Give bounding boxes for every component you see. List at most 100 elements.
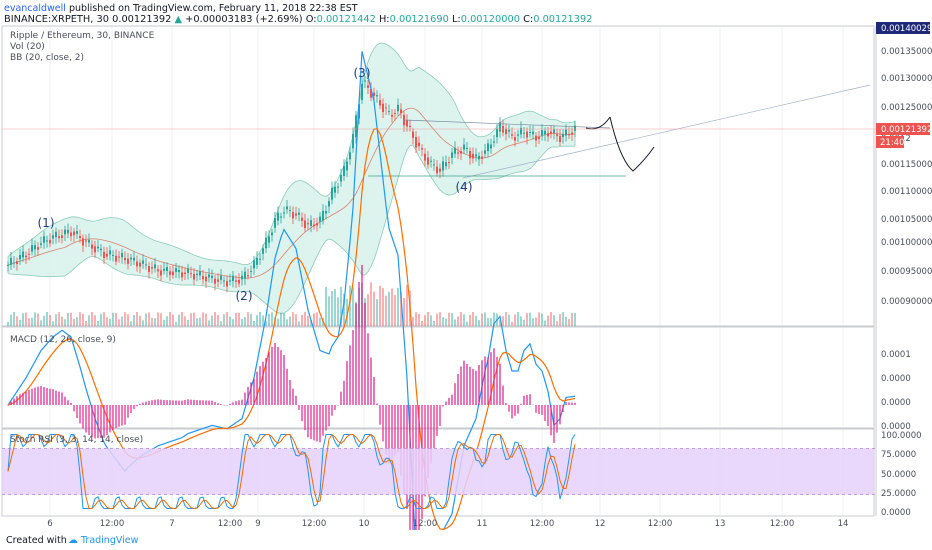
open-value: 0.00121442 [316, 14, 376, 25]
macd-histogram-bar [163, 399, 165, 405]
candle-body [505, 128, 507, 135]
volume-bar [511, 321, 513, 326]
candle-body [379, 100, 381, 106]
candle-body [469, 151, 471, 159]
macd-histogram-bar [247, 386, 249, 405]
macd-histogram-bar [430, 405, 432, 464]
macd-histogram-bar [382, 405, 384, 442]
last-price-tag [876, 123, 930, 135]
candle-body [424, 153, 426, 161]
wave-label: (2) [236, 289, 253, 303]
candle-body [487, 143, 489, 151]
symbol-label: BINANCE:XRPETH, 30 [4, 14, 109, 25]
volume-bar [229, 316, 231, 326]
candle-body [532, 131, 534, 135]
candle-body [376, 95, 378, 97]
time-tick-label: 12:00 [218, 519, 243, 529]
macd-histogram-bar [265, 358, 267, 405]
macd-histogram-bar [133, 405, 135, 410]
volume-bar [556, 321, 558, 326]
macd-histogram-bar [76, 405, 78, 419]
macd-histogram-bar [337, 405, 339, 406]
macd-histogram-bar [274, 342, 276, 405]
volume-bar [139, 315, 141, 326]
candle-body [157, 269, 159, 272]
macd-histogram-bar [22, 392, 24, 405]
candle-body [184, 272, 186, 275]
candle-body [94, 246, 96, 253]
macd-histogram-bar [391, 405, 393, 459]
macd-histogram-bar [64, 396, 66, 405]
macd-histogram-bar [259, 366, 261, 405]
volume-bar [124, 312, 126, 326]
candle-body [319, 216, 321, 222]
volume-bar [292, 312, 294, 326]
volume-bar [10, 314, 12, 326]
macd-histogram-bar [19, 394, 21, 405]
low-value: 0.00120000 [460, 14, 520, 25]
candle-body [238, 279, 240, 284]
bollinger-band [7, 42, 576, 314]
macd-histogram-bar [565, 402, 567, 405]
volume-bar [331, 291, 333, 326]
volume-bar [385, 295, 387, 326]
candle-body [526, 131, 528, 138]
candle-body [64, 229, 66, 235]
macd-tick-label: 0.0000 [881, 422, 911, 432]
macd-histogram-bar [49, 388, 51, 405]
volume-bar [424, 315, 426, 326]
macd-histogram-bar [52, 389, 54, 405]
candle-body [553, 129, 555, 133]
macd-histogram-bar [16, 396, 18, 405]
macd-histogram-bar [379, 405, 381, 425]
macd-histogram-bar [307, 405, 309, 438]
volume-bar [262, 315, 264, 326]
candle-body [307, 223, 309, 225]
volume-bar [211, 315, 213, 326]
volume-bar [538, 312, 540, 326]
macd-histogram-bar [115, 405, 117, 429]
macd-histogram-bar [157, 399, 159, 405]
author-link[interactable]: evancaldwell [4, 3, 66, 14]
tradingview-brand[interactable]: ☁ TradingView [68, 535, 138, 546]
macd-histogram-bar [139, 403, 141, 405]
volume-bar [160, 313, 162, 326]
macd-histogram-bar [256, 371, 258, 405]
macd-histogram-bar [370, 357, 372, 405]
candle-body [289, 210, 291, 212]
candle-body [484, 150, 486, 154]
volume-bar [151, 317, 153, 326]
macd-histogram-bar [298, 405, 300, 410]
macd-histogram-bar [280, 350, 282, 405]
candle-body [178, 270, 180, 273]
volume-bar [247, 312, 249, 326]
volume-bar [235, 312, 237, 326]
volume-bar [226, 312, 228, 326]
volume-bar [64, 319, 66, 326]
macd-histogram-bar [331, 405, 333, 416]
volume-bar [508, 314, 510, 326]
macd-histogram-bar [217, 403, 219, 405]
volume-bar [214, 312, 216, 326]
macd-histogram-bar [46, 387, 48, 405]
macd-histogram-bar [544, 405, 546, 422]
volume-bar [514, 314, 516, 326]
published-text: published on TradingView.com, February 1… [65, 3, 358, 14]
macd-histogram-bar [397, 405, 399, 453]
macd-histogram-bar [571, 402, 573, 405]
volume-bar [310, 320, 312, 326]
candle-body [265, 237, 267, 249]
volume-bar [55, 314, 57, 326]
candle-body [34, 245, 36, 250]
macd-histogram-bar [292, 388, 294, 405]
volume-bar [394, 295, 396, 326]
macd-histogram-bar [253, 378, 255, 405]
macd-histogram-bar [181, 400, 183, 405]
candle-body [535, 135, 537, 141]
volume-bar [535, 317, 537, 326]
macd-histogram-bar [79, 405, 81, 424]
chart-canvas[interactable]: 0.00135000 0.00130000 0.00125000 0.00115000… [0, 0, 932, 530]
volume-bar [67, 312, 69, 326]
macd-histogram-bar [277, 347, 279, 405]
volume-bar [523, 319, 525, 326]
